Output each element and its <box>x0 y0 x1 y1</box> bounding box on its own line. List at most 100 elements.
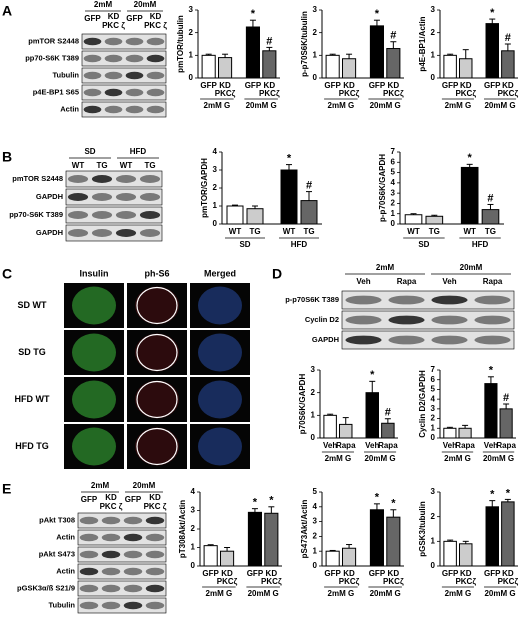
blot-group: 2mM <box>94 0 113 9</box>
bar <box>443 427 457 439</box>
x-tick-sublabel: PKCζ <box>455 89 476 98</box>
x-tick-label: Rapa <box>378 441 398 450</box>
blot-band <box>123 601 143 610</box>
blot-group: 2mM <box>91 481 110 490</box>
y-axis-label: p4E-BP1/Actin <box>418 16 427 71</box>
bar <box>404 214 423 225</box>
bar <box>226 205 244 225</box>
blot-strip <box>77 597 167 614</box>
y-tick-label: 0 <box>391 219 396 228</box>
y-tick-label: 1 <box>431 423 436 432</box>
blot-lane: Veh <box>356 277 370 286</box>
significance-mark: * <box>251 8 256 20</box>
y-axis-label: p-p70S6K/tubulin <box>300 11 309 77</box>
y-tick-label: 0 <box>313 561 318 570</box>
blot-row-label: pGSK3α/ß S21/9 <box>17 583 75 592</box>
blot-row-label: pAkt S473 <box>39 549 75 558</box>
y-tick-label: 5 <box>391 168 396 177</box>
blot-band <box>79 516 99 525</box>
x-tick-label: KD <box>343 81 355 90</box>
x-tick-label: WT <box>283 227 296 236</box>
y-tick-label: 0 <box>191 561 196 570</box>
y-tick-label: 2 <box>191 524 196 533</box>
blot-row-label: GAPDH <box>36 228 63 237</box>
x-tick-label: KD <box>460 569 472 578</box>
group-label: SD <box>239 240 250 249</box>
x-tick-label: KD <box>502 81 514 90</box>
islet <box>135 380 179 419</box>
bar <box>201 54 216 79</box>
y-tick-label: 3 <box>189 5 194 14</box>
y-tick-label: 2 <box>213 183 218 192</box>
blot-band <box>145 550 165 559</box>
y-tick-label: 4 <box>191 487 196 496</box>
y-tick-label: 2 <box>391 199 396 208</box>
y-tick-label: 1 <box>391 209 396 218</box>
group-label: HFD <box>291 240 308 249</box>
y-tick-label: 0 <box>431 561 436 570</box>
y-axis-label: p70S6K/GAPDH <box>298 374 307 435</box>
blot-band <box>115 211 137 219</box>
y-tick-label: 4 <box>391 178 396 187</box>
blot-strip <box>341 310 515 330</box>
blot-strip <box>65 188 163 206</box>
group-label: 20mM G <box>484 101 515 110</box>
x-tick-label: GFP <box>442 81 459 90</box>
islet <box>198 380 242 419</box>
y-tick-label: 0 <box>431 73 436 82</box>
blot-band <box>83 37 102 46</box>
x-tick-sublabel: PKCζ <box>383 577 404 586</box>
blot-band <box>145 516 165 525</box>
x-tick-label: TG <box>303 227 314 236</box>
significance-mark: * <box>391 498 396 510</box>
x-tick-label: Veh <box>323 441 337 450</box>
x-tick-label: Veh <box>443 441 457 450</box>
blot-band <box>345 335 382 345</box>
islet <box>198 427 242 466</box>
bar <box>485 23 499 79</box>
blot-band <box>123 567 143 576</box>
blot-band <box>474 295 511 305</box>
blot-band <box>125 37 144 46</box>
image-row-label: SD TG <box>18 347 46 357</box>
y-axis-label: pGSK3/tubulin <box>418 501 427 557</box>
significance-mark: # <box>266 35 272 47</box>
y-tick-label: 2 <box>189 28 194 37</box>
blot-band <box>83 54 102 63</box>
blot-lane: KD <box>108 12 120 21</box>
blot-row-label: pAkt T308 <box>39 515 75 524</box>
blot-strip <box>81 84 167 101</box>
y-axis-label: pmTOR/GAPDH <box>200 158 209 218</box>
blot-row-label: Actin <box>56 532 75 541</box>
panel-label: A <box>2 3 12 19</box>
y-tick-label: 2 <box>431 512 436 521</box>
blot-lane: Rapa <box>397 277 417 286</box>
bar <box>425 215 444 225</box>
blot-strip <box>81 33 167 50</box>
y-tick-label: 1 <box>431 536 436 545</box>
x-tick-sublabel: PKCζ <box>455 577 476 586</box>
bar <box>484 383 498 439</box>
group-label: HFD <box>472 240 489 249</box>
blot-band <box>67 229 89 237</box>
blot-lane: Veh <box>442 277 456 286</box>
image-column-label: Merged <box>204 268 236 278</box>
blot-row-label: Actin <box>60 104 79 113</box>
bar <box>300 200 318 225</box>
bar <box>501 501 515 567</box>
blot-band <box>67 175 89 183</box>
blot-group: 2mM <box>376 263 395 272</box>
group-label: 20mM G <box>364 454 395 463</box>
x-tick-label: KD <box>502 569 514 578</box>
blot-row-label: GAPDH <box>36 192 63 201</box>
blot-band <box>83 88 102 97</box>
x-tick-label: GFP <box>324 81 341 90</box>
blot-strip <box>77 580 167 597</box>
blot-band <box>125 54 144 63</box>
x-tick-label: GFP <box>200 81 217 90</box>
panel-label: C <box>2 266 12 282</box>
x-tick-label: GFP <box>247 569 264 578</box>
blot-lane-sublabel: PKC ζ <box>144 502 167 511</box>
y-tick-label: 1 <box>213 201 218 210</box>
